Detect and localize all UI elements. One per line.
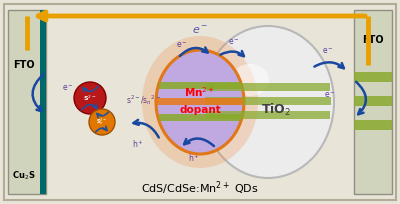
Text: FTO: FTO: [362, 35, 384, 45]
Text: h$^+$: h$^+$: [132, 138, 144, 150]
Bar: [205, 97, 331, 105]
Text: TiO$_2$: TiO$_2$: [261, 102, 291, 118]
Text: S$_n^{2-}$: S$_n^{2-}$: [96, 117, 108, 128]
Text: FTO: FTO: [13, 60, 35, 70]
Text: CdS/CdSe:Mn$^{2+}$ QDs: CdS/CdSe:Mn$^{2+}$ QDs: [141, 179, 259, 197]
Ellipse shape: [231, 64, 269, 96]
Bar: [354, 96, 392, 106]
Bar: [354, 10, 392, 194]
Text: Mn$^{2+}$: Mn$^{2+}$: [184, 85, 216, 99]
Bar: [8, 10, 46, 194]
Text: Cu$_2$S: Cu$_2$S: [12, 170, 36, 182]
Text: e$^-$: e$^-$: [176, 40, 188, 50]
Ellipse shape: [202, 26, 334, 178]
Text: dopant: dopant: [179, 105, 221, 115]
Circle shape: [89, 109, 115, 135]
Text: e$^-$: e$^-$: [324, 90, 336, 100]
Text: e$^-$: e$^-$: [322, 46, 334, 56]
Bar: [159, 114, 241, 121]
Ellipse shape: [142, 36, 258, 168]
Ellipse shape: [156, 50, 244, 154]
Circle shape: [74, 82, 106, 114]
Bar: [206, 83, 330, 91]
Text: e$^-$: e$^-$: [62, 83, 74, 93]
Bar: [157, 98, 243, 105]
Bar: [206, 111, 330, 119]
Text: S$^{2-}$: S$^{2-}$: [83, 93, 97, 103]
Text: e$^-$: e$^-$: [228, 37, 240, 47]
Text: s$^{2-}$/s$_n$$^{2-}$: s$^{2-}$/s$_n$$^{2-}$: [126, 93, 161, 107]
Bar: [354, 120, 392, 130]
Text: e$^-$: e$^-$: [192, 24, 208, 35]
Text: h$^+$: h$^+$: [188, 152, 200, 164]
Bar: [354, 72, 392, 82]
Bar: [159, 82, 241, 89]
Bar: [40, 10, 46, 194]
